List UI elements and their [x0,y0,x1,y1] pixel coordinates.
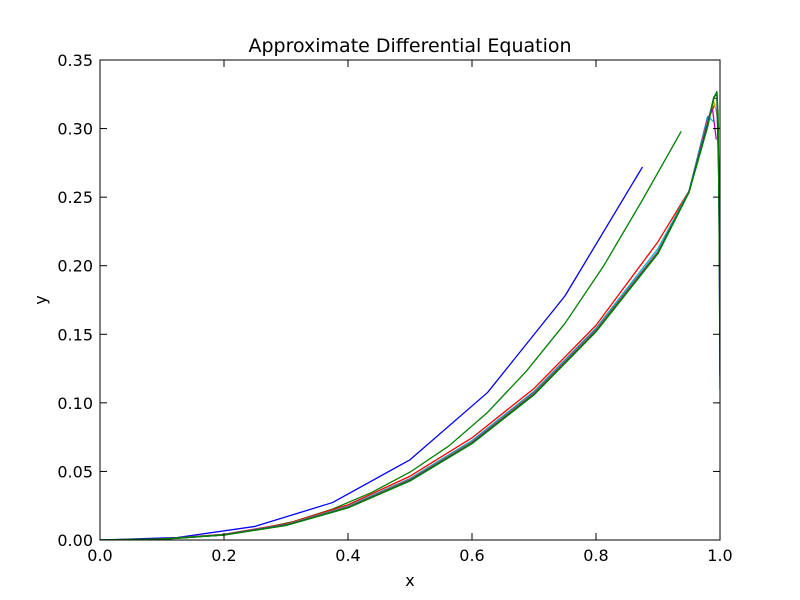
y-tick-label: 0.00 [57,531,93,550]
x-axis-label: x [405,571,414,590]
y-tick-label: 0.35 [57,51,93,70]
x-tick-label: 1.0 [707,546,732,565]
x-tick-label: 0.0 [87,546,112,565]
series-line-1 [100,166,644,540]
chart-title: Approximate Differential Equation [248,35,571,57]
x-tick-label: 0.6 [459,546,484,565]
x-tick-label: 0.2 [211,546,236,565]
series-line-10 [100,90,720,540]
x-tick-label: 0.8 [583,546,608,565]
y-axis-label: y [31,295,50,304]
y-tick-label: 0.15 [57,325,93,344]
x-tick-label: 0.4 [335,546,360,565]
ticks-layer: 0.0 0.2 0.4 0.6 0.8 1.0 0.00 0.05 0.10 0.15 0.20 0.… [57,51,732,565]
y-tick-label: 0.20 [57,257,93,276]
y-tick-label: 0.25 [57,188,93,207]
y-tick-label: 0.10 [57,394,93,413]
y-tick-label: 0.30 [57,120,93,139]
plot-area-frame [99,59,721,541]
y-tick-label: 0.05 [57,462,93,481]
